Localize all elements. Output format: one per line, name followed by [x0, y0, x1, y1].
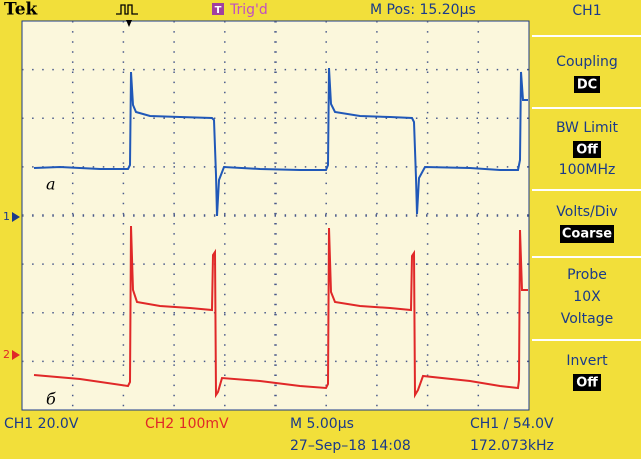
- oscilloscope-screen: Tek T Trig'd M Pos: 15.20µs CH1 Coupling…: [0, 0, 641, 459]
- trigger-icon-text: T: [215, 5, 222, 16]
- menu-value: Off: [576, 376, 598, 391]
- menu-label: Invert: [566, 353, 608, 369]
- frequency: 172.073kHz: [470, 438, 554, 454]
- menu-label: Volts/Div: [556, 204, 617, 220]
- ch2-label: б: [46, 390, 56, 409]
- menu-line: Voltage: [561, 311, 614, 327]
- menu-label: Probe: [567, 267, 607, 283]
- ch2-scale: CH2 100mV: [145, 416, 229, 432]
- ch2-marker: 2: [3, 348, 10, 361]
- menu-value: Coarse: [562, 227, 612, 242]
- ch1-marker: 1: [3, 210, 10, 223]
- menu-value: Off: [576, 143, 598, 158]
- timebase: M 5.00µs: [290, 416, 354, 432]
- menu-line: 10X: [573, 289, 601, 305]
- trigger-status: Trig'd: [229, 2, 268, 18]
- ch1-scale: CH1 20.0V: [4, 416, 79, 432]
- menu-label: Coupling: [556, 54, 618, 70]
- position: M Pos: 15.20µs: [370, 2, 476, 18]
- menu-label: BW Limit: [556, 120, 619, 136]
- sidebar-title: CH1: [572, 3, 601, 19]
- menu-value: DC: [577, 78, 597, 93]
- brand: Tek: [4, 0, 39, 20]
- menu-extra: 100MHz: [559, 162, 616, 178]
- datetime: 27–Sep–18 14:08: [290, 438, 411, 454]
- ch1-label: a: [46, 175, 56, 194]
- trigger-level: CH1 ∕ 54.0V: [470, 416, 554, 432]
